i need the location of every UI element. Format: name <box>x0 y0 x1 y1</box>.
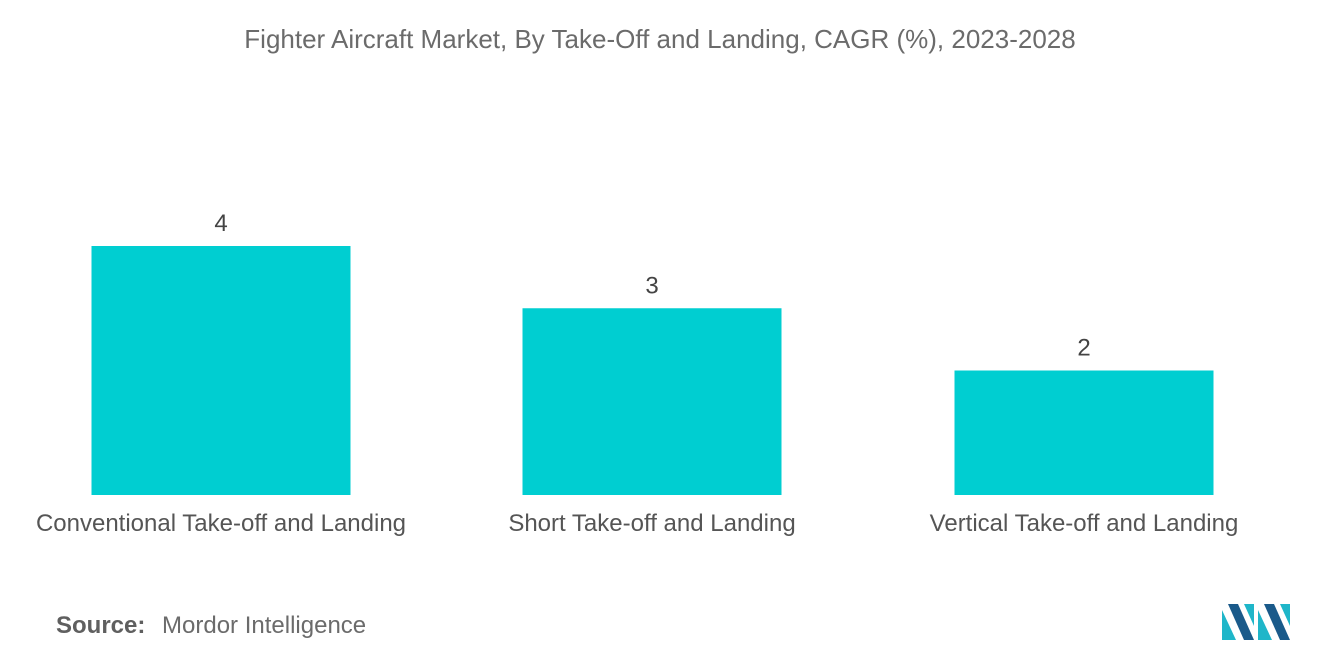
data-label-conventional-take-off-and-landing: 4 <box>214 210 227 237</box>
source-value: Mordor Intelligence <box>162 612 367 639</box>
bar-vertical-take-off-and-landing <box>954 370 1214 495</box>
category-label-short-take-off-and-landing: Short Take-off and Landing <box>508 510 795 537</box>
data-label-short-take-off-and-landing: 3 <box>645 272 658 299</box>
chart-title: Fighter Aircraft Market, By Take-Off and… <box>244 24 1076 54</box>
bar-chart: 4 Conventional Take-off and Landing 3 Short… <box>36 210 1239 537</box>
category-label-vertical-take-off-and-landing: Vertical Take-off and Landing <box>930 510 1239 537</box>
data-label-vertical-take-off-and-landing: 2 <box>1077 335 1090 362</box>
category-label-conventional-take-off-and-landing: Conventional Take-off and Landing <box>36 510 406 537</box>
source-label: Source: <box>56 612 146 639</box>
source-line: Source: Mordor Intelligence <box>56 612 366 640</box>
bar-short-take-off-and-landing <box>522 308 782 495</box>
bar-conventional-take-off-and-landing <box>91 246 351 495</box>
mordor-intelligence-logo-icon <box>1222 604 1290 640</box>
